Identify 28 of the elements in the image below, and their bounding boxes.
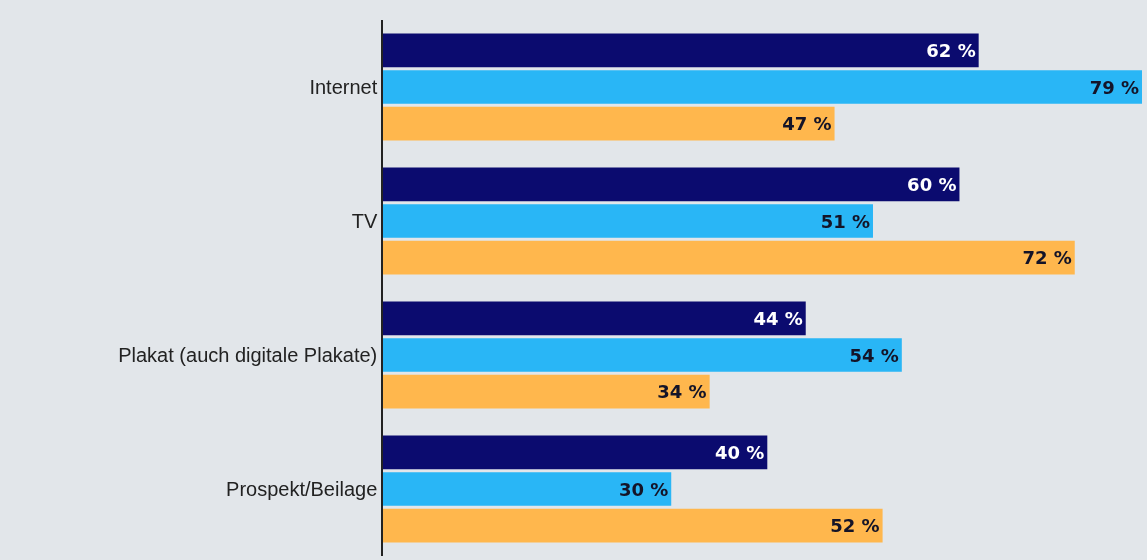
data-label: 40 %: [714, 441, 765, 463]
bar: [383, 70, 1142, 104]
data-label: 44 %: [753, 307, 803, 329]
bar: [383, 204, 873, 238]
y-tick-label: Plakat (auch digitale Plakate): [118, 344, 378, 366]
bar: [383, 240, 1075, 275]
bar: [383, 106, 835, 141]
bar: [383, 338, 902, 372]
bar: [383, 435, 768, 470]
bar: [383, 472, 672, 506]
y-tick-label: Prospekt/Beilage: [226, 478, 378, 500]
data-label: 47 %: [782, 113, 832, 135]
y-tick-label: Internet: [309, 76, 378, 98]
bar: [383, 508, 883, 543]
data-label: 62 %: [926, 39, 976, 61]
bar: [383, 374, 710, 409]
data-label: 30 %: [618, 478, 669, 500]
data-label: 54 %: [849, 344, 899, 366]
data-label: 60 %: [907, 173, 957, 195]
bar: [383, 167, 960, 202]
bar: [383, 301, 806, 336]
data-label: 72 %: [1022, 247, 1072, 269]
data-label: 51 %: [820, 210, 870, 232]
data-label: 52 %: [830, 515, 880, 537]
bar: [383, 33, 979, 68]
data-label: 79 %: [1089, 76, 1139, 98]
data-label: 34 %: [657, 381, 707, 403]
y-tick-label: TV: [351, 210, 378, 232]
